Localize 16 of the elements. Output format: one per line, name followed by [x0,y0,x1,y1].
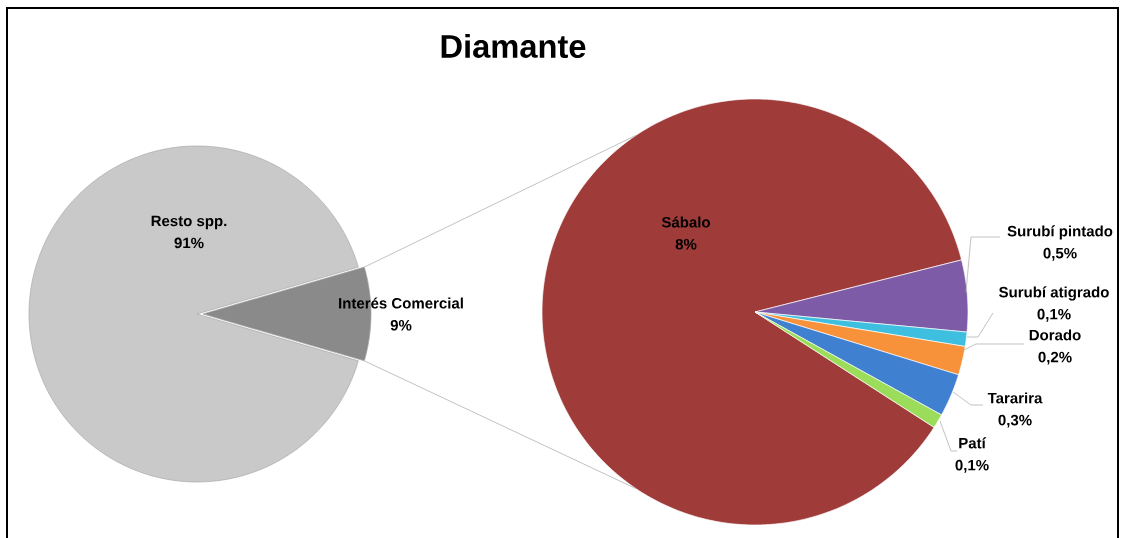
slice-label: Dorado [1029,329,1081,341]
slice-label: Surubí atigrado [999,286,1109,301]
data-label: 9% [390,319,412,331]
slice-label: Tararira [987,392,1043,404]
slice-label: Resto spp. [151,215,227,230]
data-label: 0,3% [998,414,1032,428]
data-label: 0,1% [955,459,989,473]
data-label: 8% [675,238,697,250]
data-label: 91% [174,237,204,249]
chart-title: Diamante [441,33,586,58]
data-label: 0,5% [1043,247,1077,261]
data-label: 0,1% [1037,308,1071,322]
data-label: 0,2% [1038,351,1072,365]
slice-label: Surubí pintado [1007,225,1113,240]
slice-label: Patí [959,437,987,449]
slice-label: Sábalo [661,216,710,228]
